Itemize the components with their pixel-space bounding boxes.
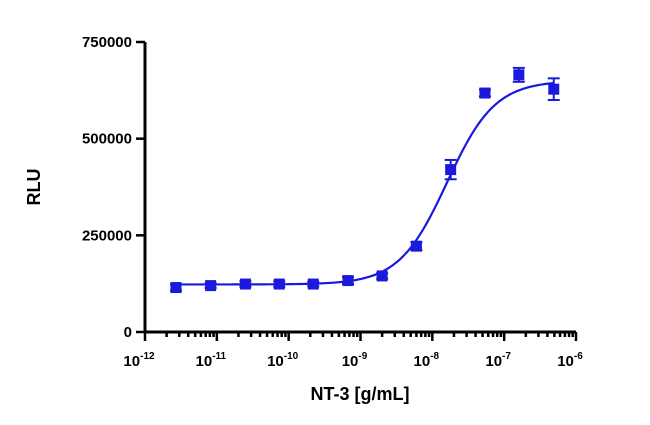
data-point — [478, 87, 491, 99]
x-tick-label: 10-10 — [267, 351, 299, 370]
data-point — [239, 278, 252, 290]
data-point — [376, 270, 389, 282]
data-marker — [479, 87, 491, 99]
x-tick-label: 10-12 — [123, 351, 155, 370]
x-tick-label: 10-8 — [414, 351, 440, 370]
x-tick-label: 10-7 — [485, 351, 511, 370]
y-tick-label: 500000 — [82, 131, 132, 148]
y-tick-label: 750000 — [82, 34, 132, 51]
data-marker — [376, 270, 388, 282]
data-marker — [445, 164, 457, 176]
data-point — [204, 280, 217, 292]
data-point — [342, 275, 355, 287]
data-point — [169, 282, 182, 294]
data-point — [547, 77, 560, 101]
data-point — [307, 278, 320, 290]
x-axis-label: NT-3 [g/mL] — [311, 384, 410, 404]
data-point — [410, 240, 423, 252]
fit-curve — [175, 81, 554, 286]
data-marker — [410, 240, 422, 252]
data-marker — [170, 282, 182, 294]
data-points — [169, 66, 560, 294]
data-marker — [273, 278, 285, 290]
data-marker — [342, 275, 354, 287]
data-marker — [548, 83, 560, 95]
x-tick-label: 10-6 — [557, 351, 583, 370]
y-ticks: 0 250000 500000 750000 — [82, 34, 145, 341]
y-tick-label: 0 — [124, 324, 132, 341]
data-point — [273, 278, 286, 290]
data-marker — [513, 69, 525, 81]
x-ticks: 10-12 10-11 10-10 10-9 10-8 10-7 10-6 — [123, 332, 583, 370]
data-marker — [205, 280, 217, 292]
data-marker — [239, 278, 251, 290]
data-point — [512, 66, 525, 83]
y-tick-label: 250000 — [82, 227, 132, 244]
x-tick-label: 10-9 — [342, 351, 368, 370]
x-tick-label: 10-11 — [196, 351, 227, 370]
data-marker — [307, 278, 319, 290]
data-point — [444, 158, 457, 181]
y-axis-label: RLU — [24, 169, 44, 206]
